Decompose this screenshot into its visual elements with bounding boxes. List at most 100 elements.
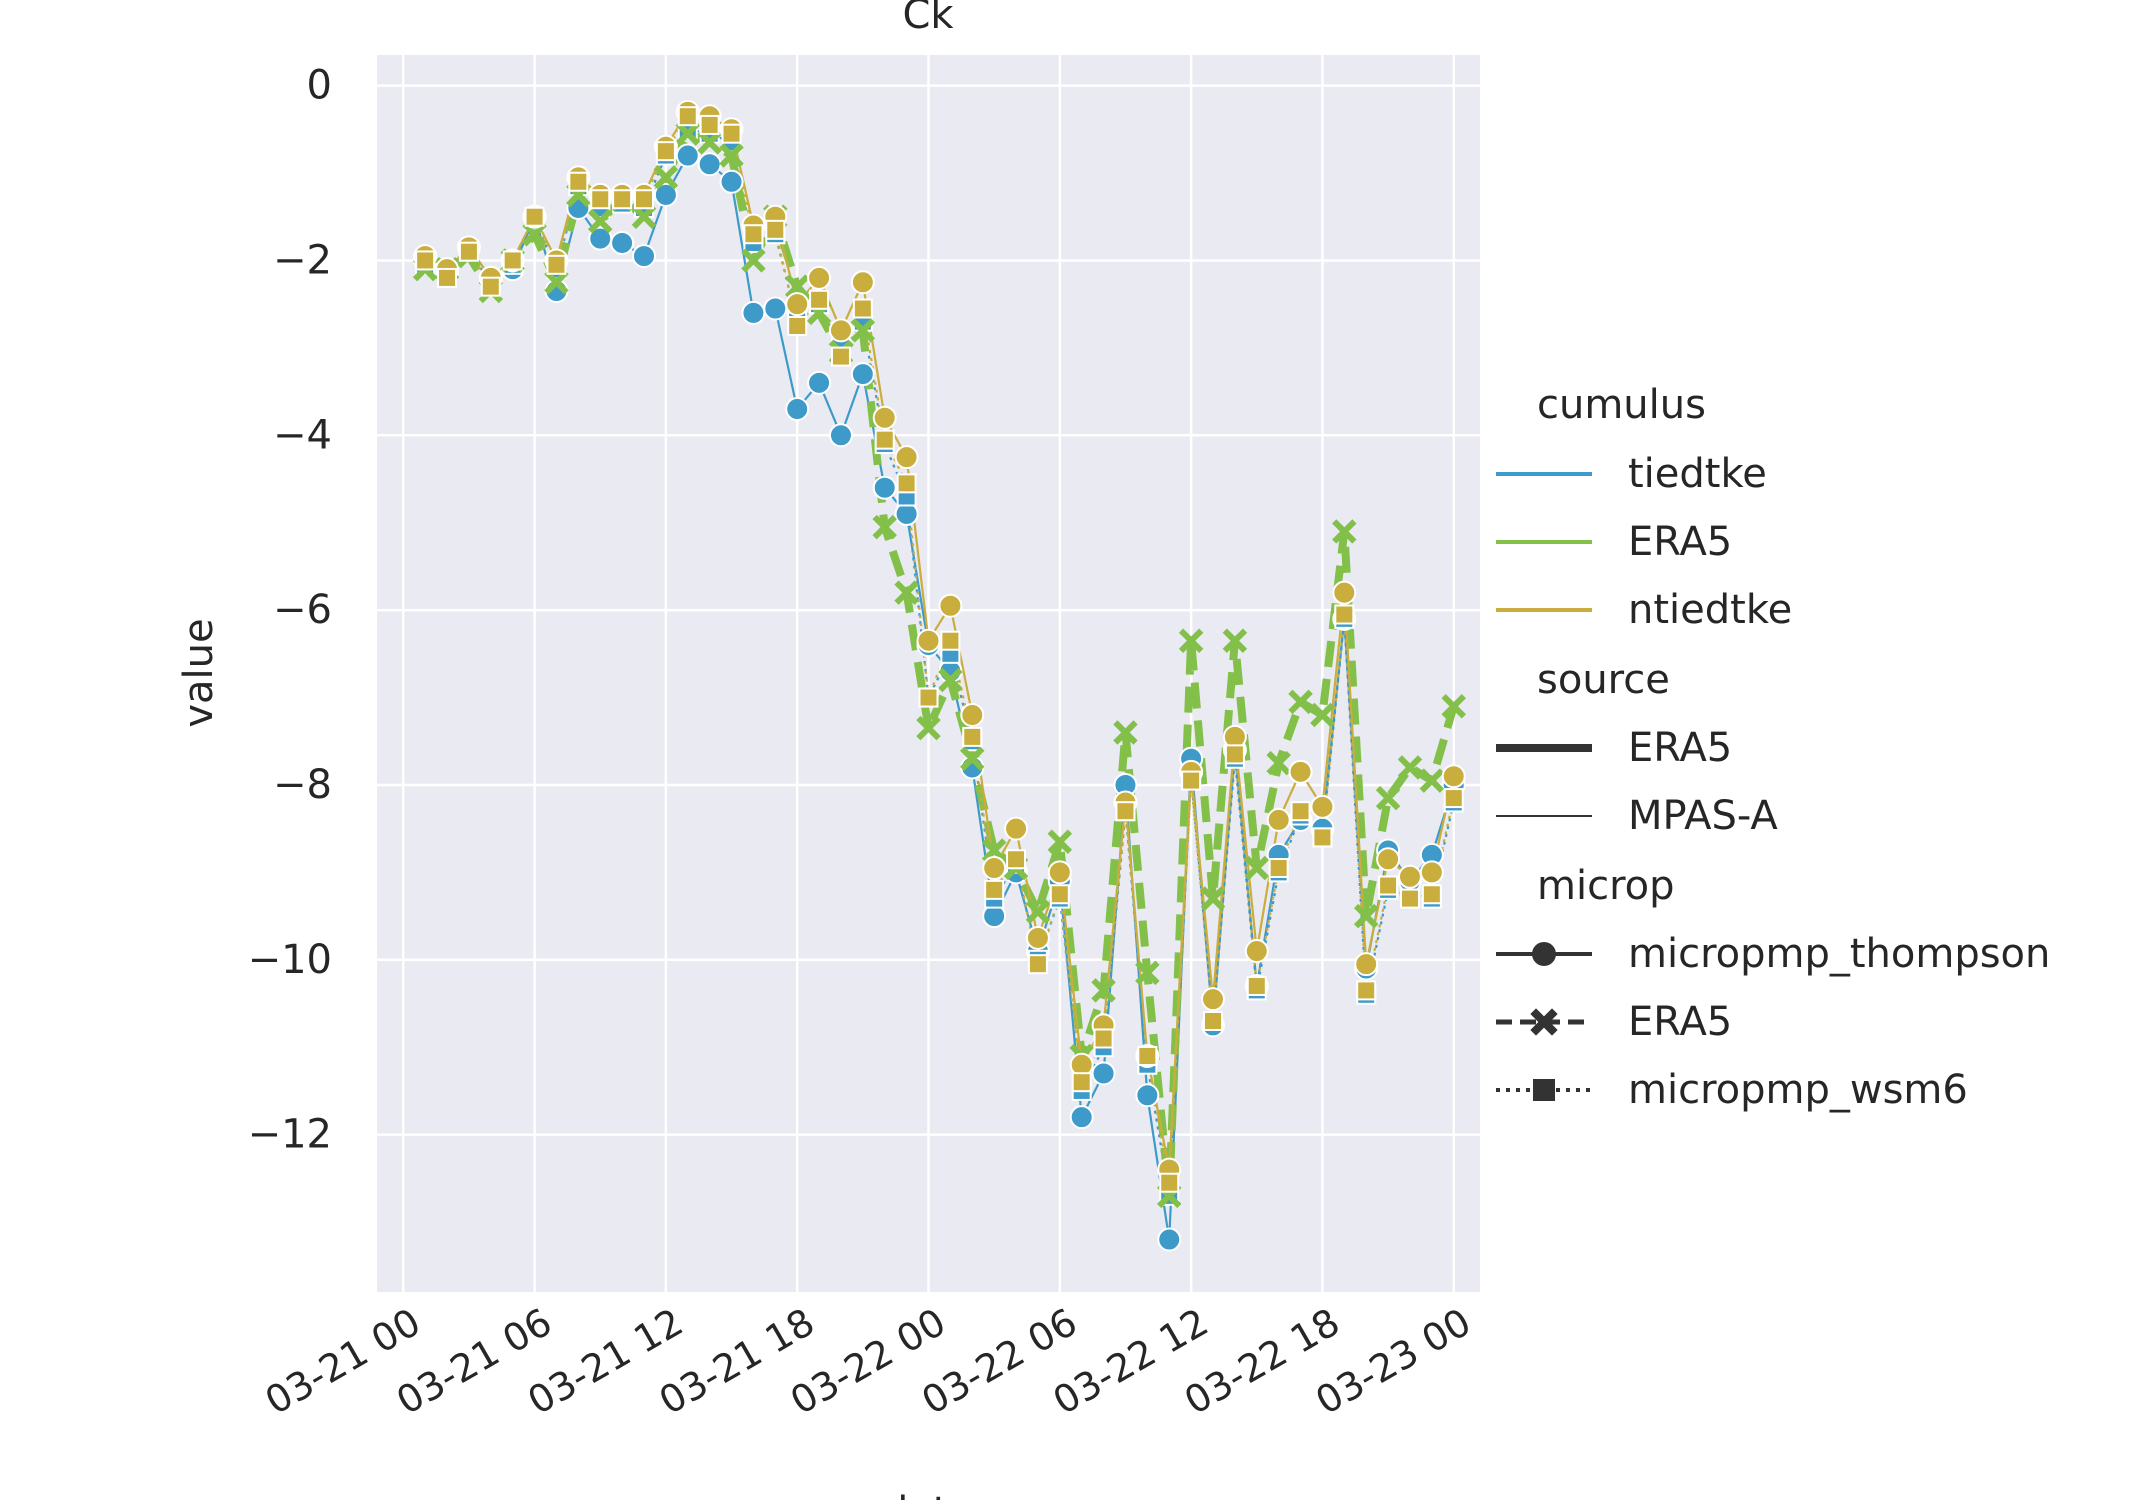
data-point-square (437, 267, 458, 288)
data-point-square (1071, 1072, 1092, 1093)
data-point-x (1200, 886, 1226, 911)
data-point-circle (1025, 925, 1050, 950)
data-point-x (522, 221, 547, 247)
data-point-square (546, 254, 567, 275)
legend-title-cumulus: cumulus (1537, 382, 1706, 428)
data-point-circle (741, 300, 766, 325)
data-point-x (1135, 960, 1160, 986)
data-point-square (1312, 827, 1333, 848)
legend-label-wsm6: micropmp_wsm6 (1628, 1067, 1968, 1113)
legend-marker-x (1530, 1008, 1558, 1036)
data-point-square (918, 687, 939, 708)
data-point-circle (1441, 764, 1466, 789)
data-point-square (940, 630, 961, 651)
data-point-circle (807, 370, 832, 395)
data-point-circle (1288, 759, 1313, 784)
data-point-circle (1376, 847, 1401, 872)
y-tick-label: 0 (307, 63, 332, 109)
data-point-x (697, 130, 722, 155)
data-point-circle (785, 397, 810, 422)
data-point-square (809, 289, 830, 310)
data-point-square (1421, 884, 1442, 905)
data-point-x (653, 165, 679, 190)
data-point-x (784, 274, 810, 299)
data-point-x (916, 715, 941, 741)
data-point-x (1419, 768, 1445, 793)
legend: cumulus tiedtke ERA5 ntiedtke source ERA… (1496, 382, 2050, 1113)
y-tick-label: −12 (248, 1112, 332, 1158)
data-point-square (1203, 1010, 1224, 1031)
data-point-square (502, 250, 523, 271)
data-point-circle (610, 230, 635, 255)
y-tick-labels: 0 −2 −4 −6 −8 −10 −12 (248, 63, 332, 1158)
data-point-x (894, 580, 919, 605)
data-point-circle (828, 318, 853, 343)
data-point-square (962, 726, 983, 747)
data-point-x (1222, 628, 1248, 653)
data-point-square (984, 879, 1005, 900)
legend-label-tiedtke: tiedtke (1628, 451, 1767, 497)
legend-label-era5-microp: ERA5 (1628, 999, 1732, 1045)
data-point-circle (807, 265, 832, 290)
data-point-x (1047, 829, 1073, 855)
data-point-x (1310, 702, 1335, 728)
data-point-square (633, 189, 654, 210)
data-point-square (568, 171, 589, 192)
data-point-x (1113, 720, 1138, 745)
data-point-square (1137, 1045, 1158, 1066)
data-point-circle (1419, 860, 1444, 885)
data-point-circle (960, 703, 985, 728)
series-markers (412, 99, 1466, 1252)
data-point-x (1375, 785, 1401, 811)
data-point-circle (763, 296, 788, 321)
data-point-square (1356, 980, 1377, 1001)
data-point-square (458, 241, 479, 262)
data-point-square (1268, 858, 1289, 879)
data-point-x (1288, 689, 1313, 715)
legend-marker-circle (1532, 942, 1556, 966)
data-point-square (743, 224, 764, 245)
data-point-circle (1201, 987, 1226, 1012)
data-point-circle (1157, 1227, 1182, 1252)
data-point-x (1091, 978, 1116, 1003)
y-tick-label: −10 (248, 937, 332, 983)
data-point-x (1266, 750, 1291, 776)
data-point-circle (697, 152, 722, 177)
data-point-circle (872, 475, 897, 500)
data-point-circle (1047, 860, 1072, 885)
data-point-x (981, 838, 1007, 863)
data-point-square (415, 250, 436, 271)
data-point-circle (1244, 939, 1269, 964)
data-point-circle (1069, 1105, 1094, 1130)
data-point-square (787, 316, 808, 337)
data-point-circle (1091, 1061, 1116, 1086)
data-point-x (872, 514, 897, 540)
data-point-circle (1266, 807, 1291, 832)
data-point-circle (850, 362, 875, 387)
data-point-circle (982, 856, 1007, 881)
legend-label-era5-cumulus: ERA5 (1628, 519, 1732, 565)
data-point-square (721, 123, 742, 144)
data-point-x (675, 121, 701, 146)
data-point-square (1115, 801, 1136, 822)
data-point-square (1224, 744, 1245, 765)
data-point-square (480, 276, 501, 297)
legend-title-source: source (1537, 657, 1670, 703)
data-point-square (1006, 849, 1027, 870)
series-line-ERA5-ERA5 (425, 129, 1458, 1200)
legend-marker-square (1533, 1079, 1555, 1101)
data-point-circle (1004, 816, 1029, 841)
data-point-square (1290, 801, 1311, 822)
data-point-square (1399, 888, 1420, 909)
data-point-square (765, 219, 786, 240)
legend-label-source-era5: ERA5 (1628, 725, 1732, 771)
data-point-circle (938, 593, 963, 618)
data-point-square (590, 189, 611, 210)
data-point-x (1397, 755, 1423, 780)
y-axis-label: value (176, 618, 222, 727)
data-point-square (830, 346, 851, 367)
y-tick-label: −8 (273, 762, 332, 808)
data-point-square (612, 189, 633, 210)
data-point-x (960, 746, 985, 771)
